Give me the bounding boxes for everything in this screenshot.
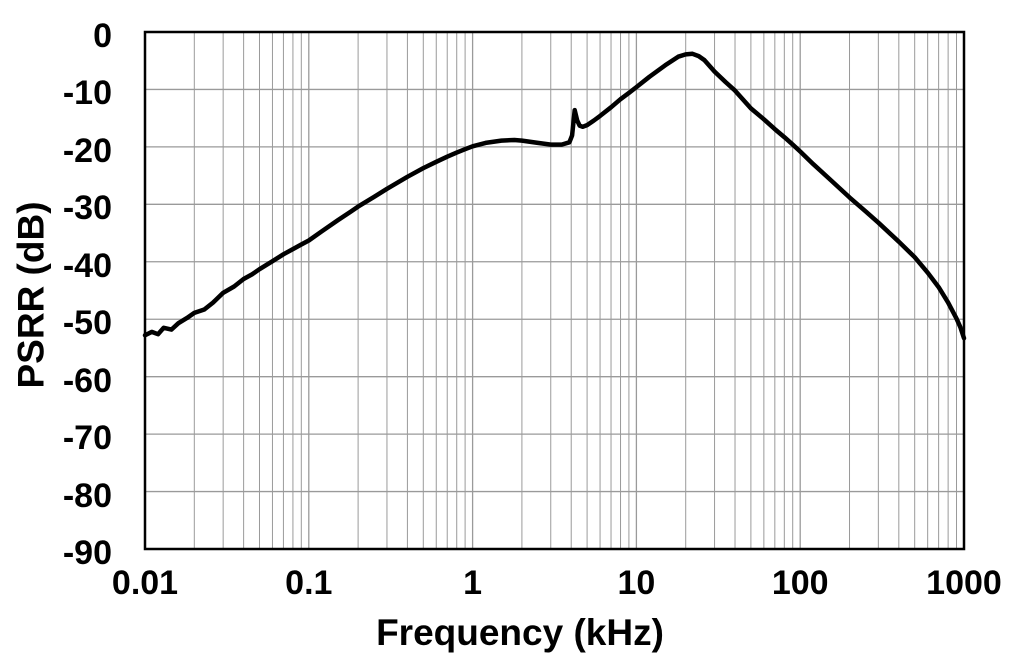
plot-border [143,30,966,551]
x-tick-label: 0.1 [285,564,333,602]
y-tick-label: -50 [62,304,112,343]
x-tick-label: 0.01 [111,564,179,602]
x-axis-title: Frequency (kHz) [376,612,664,653]
y-tick-label: -10 [62,74,112,113]
x-tick-label: 1000 [926,564,1002,602]
y-tick-label: -70 [62,419,112,458]
psrr-curve [142,51,967,341]
x-tick-label: 100 [771,564,829,602]
y-tick-label: -20 [62,131,112,170]
y-tick-label: -90 [62,534,112,572]
x-tick-label: 10 [617,564,656,602]
y-tick-label: -60 [62,361,112,400]
y-tick-label: -30 [62,189,112,228]
y-tick-label: -80 [62,476,112,515]
y-tick-label: 0 [93,17,112,55]
y-tick-label: -40 [62,246,112,285]
x-tick-label: 1 [463,564,483,602]
y-axis-title: PSRR (dB) [10,201,52,389]
